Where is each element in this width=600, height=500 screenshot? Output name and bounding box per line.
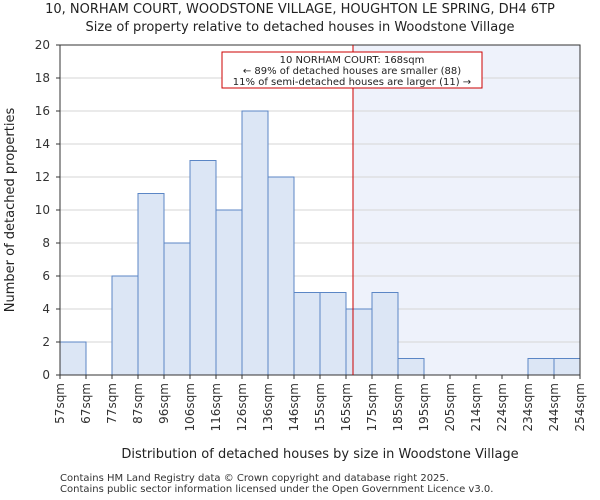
x-tick-label: 175sqm [365,383,379,431]
y-tick-label: 14 [35,137,50,151]
x-axis-label: Distribution of detached houses by size … [121,447,518,462]
x-tick-label: 205sqm [443,383,457,431]
x-tick-label: 87sqm [131,383,145,424]
x-tick-label: 67sqm [79,383,93,424]
bar-146sqm [293,292,321,376]
annotation-box [221,51,483,89]
x-tick-label: 254sqm [573,383,587,431]
bar-87sqm [137,193,165,376]
bar-57sqm [59,341,87,376]
x-tick-label: 195sqm [417,383,431,431]
bar-77sqm [111,275,139,376]
bar-136sqm [267,176,295,376]
x-tick-label: 116sqm [209,383,223,431]
bar-244sqm [553,358,581,376]
bar-106sqm [189,160,217,376]
y-tick-label: 12 [35,170,50,184]
bar-234sqm [527,358,555,376]
x-tick-label: 136sqm [261,383,275,431]
y-tick-label: 20 [35,38,50,52]
x-tick-label: 106sqm [183,383,197,431]
chart-subtitle: Size of property relative to detached ho… [85,20,515,35]
bar-165sqm [345,308,373,376]
x-tick-label: 165sqm [339,383,353,431]
y-tick-label: 10 [35,203,50,217]
x-tick-label: 185sqm [391,383,405,431]
bar-185sqm [397,358,425,376]
y-tick-label: 8 [42,236,50,250]
footer-line-1: Contains HM Land Registry data © Crown c… [60,473,449,484]
y-axis-label: Number of detached properties [3,108,18,313]
x-tick-label: 244sqm [547,383,561,431]
annotation-line-2: ← 89% of detached houses are smaller (88… [243,66,461,77]
bar-96sqm [163,242,191,376]
x-tick-label: 126sqm [235,383,249,431]
y-tick-label: 2 [42,335,50,349]
bar-116sqm [215,209,243,376]
bar-126sqm [241,110,269,376]
bar-155sqm [319,292,347,376]
x-tick-label: 146sqm [287,383,301,431]
y-tick-label: 6 [42,269,50,283]
bar-175sqm [371,292,399,376]
annotation-line-3: 11% of semi-detached houses are larger (… [233,77,471,88]
x-tick-label: 214sqm [469,383,483,431]
x-tick-label: 77sqm [105,383,119,424]
x-tick-label: 234sqm [521,383,535,431]
y-tick-label: 4 [42,302,50,316]
x-tick-label: 224sqm [495,383,509,431]
x-tick-label: 155sqm [313,383,327,431]
y-tick-label: 18 [35,71,50,85]
annotation-line-1: 10 NORHAM COURT: 168sqm [280,55,425,66]
chart-title: 10, NORHAM COURT, WOODSTONE VILLAGE, HOU… [45,2,555,17]
x-tick-label: 57sqm [53,383,67,424]
x-tick-label: 96sqm [157,383,171,424]
y-tick-label: 16 [35,104,50,118]
y-tick-label: 0 [42,368,50,382]
footer-line-2: Contains public sector information licen… [60,484,494,495]
